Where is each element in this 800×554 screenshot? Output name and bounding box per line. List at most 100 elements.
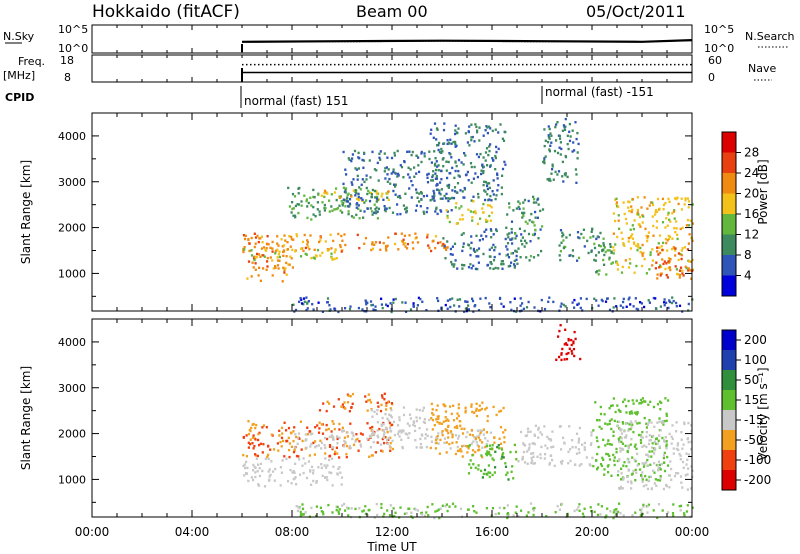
velocity-cell-7 bbox=[533, 433, 536, 436]
power-cell-6 bbox=[474, 172, 477, 175]
power-cell-15 bbox=[675, 301, 678, 305]
power-cell-3 bbox=[358, 217, 361, 220]
power-cell-8 bbox=[492, 243, 495, 247]
velocity-cell-1 bbox=[376, 441, 379, 444]
power-cell-13 bbox=[664, 202, 667, 205]
power-cell-13 bbox=[657, 242, 660, 245]
power-cell-11 bbox=[592, 235, 595, 238]
velocity-cell-6 bbox=[480, 454, 483, 457]
velocity-cell-9 bbox=[620, 467, 623, 470]
velocity-cell-11 bbox=[593, 510, 596, 514]
velocity-cell-9 bbox=[598, 419, 601, 422]
velocity-cell-11 bbox=[683, 514, 686, 517]
velocity-cell-11 bbox=[424, 514, 427, 517]
time-axis-label: Time UT bbox=[366, 540, 417, 554]
velocity-cell-9 bbox=[665, 440, 668, 443]
velocity-cell-3 bbox=[364, 395, 367, 398]
power-cell-15 bbox=[564, 305, 567, 308]
velocity-ylabel: Slant Range [km] bbox=[19, 366, 33, 470]
power-cell-7 bbox=[472, 200, 475, 203]
power-cell-15 bbox=[372, 308, 375, 311]
velocity-cell-11 bbox=[327, 503, 330, 507]
velocity-cell-5 bbox=[449, 430, 453, 433]
power-cell-6 bbox=[436, 188, 439, 191]
velocity-cell-7 bbox=[530, 461, 533, 465]
power-cell-15 bbox=[647, 299, 650, 302]
velocity-cell-11 bbox=[472, 505, 475, 508]
power-cell-6 bbox=[484, 151, 488, 154]
velocity-cell-1 bbox=[242, 453, 245, 457]
velocity-cell-1 bbox=[266, 455, 269, 459]
velocity-cell-1 bbox=[295, 454, 299, 458]
power-cell-6 bbox=[442, 157, 445, 160]
velocity-colorbar-swatch bbox=[722, 350, 736, 370]
velocity-cell-10 bbox=[653, 440, 656, 443]
power-cell-15 bbox=[615, 305, 618, 308]
velocity-cell-0 bbox=[304, 462, 307, 465]
power-cell-5 bbox=[433, 194, 436, 197]
velocity-cell-3 bbox=[365, 400, 368, 403]
power-cell-1 bbox=[341, 239, 344, 242]
power-cell-8 bbox=[501, 260, 504, 263]
power-cell-5 bbox=[386, 173, 389, 176]
power-cell-5 bbox=[409, 168, 412, 171]
power-cell-0 bbox=[254, 262, 257, 265]
velocity-cell-4 bbox=[380, 424, 383, 427]
power-cell-9 bbox=[520, 233, 523, 236]
power-cell-13 bbox=[666, 239, 669, 242]
power-cell-15 bbox=[663, 301, 666, 304]
velocity-cell-5 bbox=[477, 436, 480, 439]
velocity-cell-4 bbox=[389, 414, 392, 417]
velocity-cell-7 bbox=[575, 452, 579, 455]
power-cell-10 bbox=[571, 150, 574, 153]
velocity-cell-11 bbox=[597, 503, 600, 506]
velocity-cell-5 bbox=[502, 406, 505, 410]
velocity-cell-11 bbox=[321, 511, 325, 514]
power-cell-1 bbox=[277, 244, 280, 247]
power-cell-8 bbox=[509, 264, 512, 268]
velocity-cell-0 bbox=[330, 471, 333, 475]
power-cell-0 bbox=[271, 274, 274, 277]
power-cell-8 bbox=[492, 233, 495, 236]
power-cell-13 bbox=[649, 201, 652, 204]
power-cell-14 bbox=[659, 274, 662, 277]
power-cell-11 bbox=[599, 231, 602, 235]
velocity-cell-11 bbox=[639, 514, 642, 517]
power-cell-14 bbox=[665, 273, 668, 277]
power-cell-1 bbox=[445, 248, 448, 251]
power-cell-5 bbox=[446, 184, 449, 187]
velocity-cell-0 bbox=[331, 484, 334, 487]
velocity-cell-2 bbox=[354, 440, 357, 443]
power-cell-15 bbox=[464, 300, 467, 303]
velocity-cell-7 bbox=[568, 425, 571, 428]
power-cell-5 bbox=[346, 200, 349, 203]
power-cell-7 bbox=[472, 210, 475, 214]
velocity-cell-9 bbox=[640, 474, 643, 477]
velocity-cell-1 bbox=[280, 436, 284, 440]
velocity-cell-10 bbox=[668, 486, 671, 489]
velocity-cell-0 bbox=[321, 474, 324, 478]
power-cell-8 bbox=[490, 236, 493, 239]
power-cell-13 bbox=[636, 211, 639, 214]
velocity-cell-1 bbox=[343, 436, 346, 439]
power-cell-13 bbox=[631, 224, 634, 227]
power-cell-5 bbox=[375, 210, 378, 213]
power-cell-15 bbox=[595, 299, 598, 302]
velocity-cell-5 bbox=[435, 418, 438, 421]
velocity-cell-6 bbox=[494, 450, 497, 453]
power-cell-8 bbox=[452, 265, 455, 268]
power-cell-15 bbox=[458, 305, 461, 308]
power-cell-0 bbox=[269, 256, 272, 259]
power-cell-5 bbox=[435, 168, 438, 172]
velocity-colorbar-swatch bbox=[722, 390, 736, 410]
velocity-cell-11 bbox=[596, 513, 600, 517]
power-cell-6 bbox=[488, 149, 491, 153]
power-cell-12 bbox=[606, 249, 609, 252]
power-cell-15 bbox=[417, 296, 420, 300]
velocity-cell-11 bbox=[368, 508, 371, 512]
power-cell-13 bbox=[648, 204, 651, 207]
power-cell-6 bbox=[458, 175, 461, 178]
power-cell-15 bbox=[416, 304, 419, 307]
power-cell-5 bbox=[428, 157, 431, 161]
velocity-cell-10 bbox=[627, 444, 630, 447]
